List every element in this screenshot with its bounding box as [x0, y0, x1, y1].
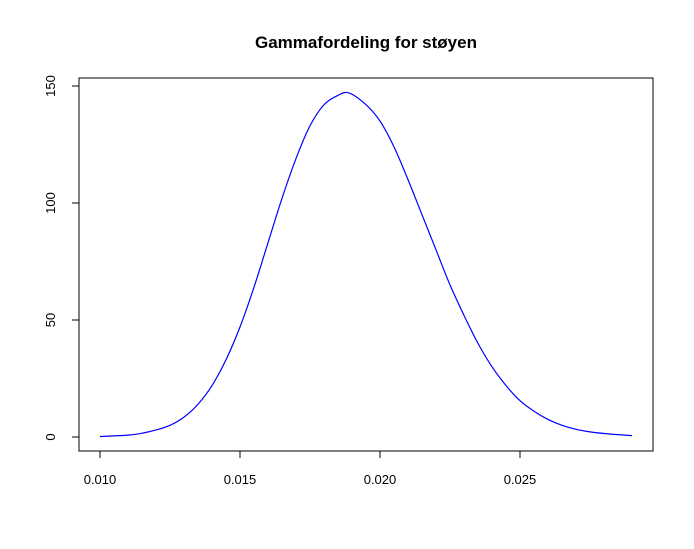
- x-tick-label: 0.010: [84, 472, 117, 487]
- x-tick-label: 0.025: [504, 472, 537, 487]
- y-tick-label: 100: [43, 192, 58, 214]
- plot-frame: [78, 77, 654, 452]
- series-layer: [99, 91, 633, 438]
- y-tick-label: 0: [43, 433, 58, 440]
- x-tick-label: 0.020: [364, 472, 397, 487]
- y-tick-label: 50: [43, 313, 58, 327]
- density-line-series-0: [99, 91, 633, 438]
- x-axis: 0.010 0.015 0.020 0.025: [84, 450, 537, 487]
- chart-title: Gammafordeling for støyen: [255, 33, 477, 52]
- x-tick-label: 0.015: [224, 472, 257, 487]
- y-axis: 0 50 100 150: [43, 75, 80, 441]
- y-tick-label: 150: [43, 75, 58, 97]
